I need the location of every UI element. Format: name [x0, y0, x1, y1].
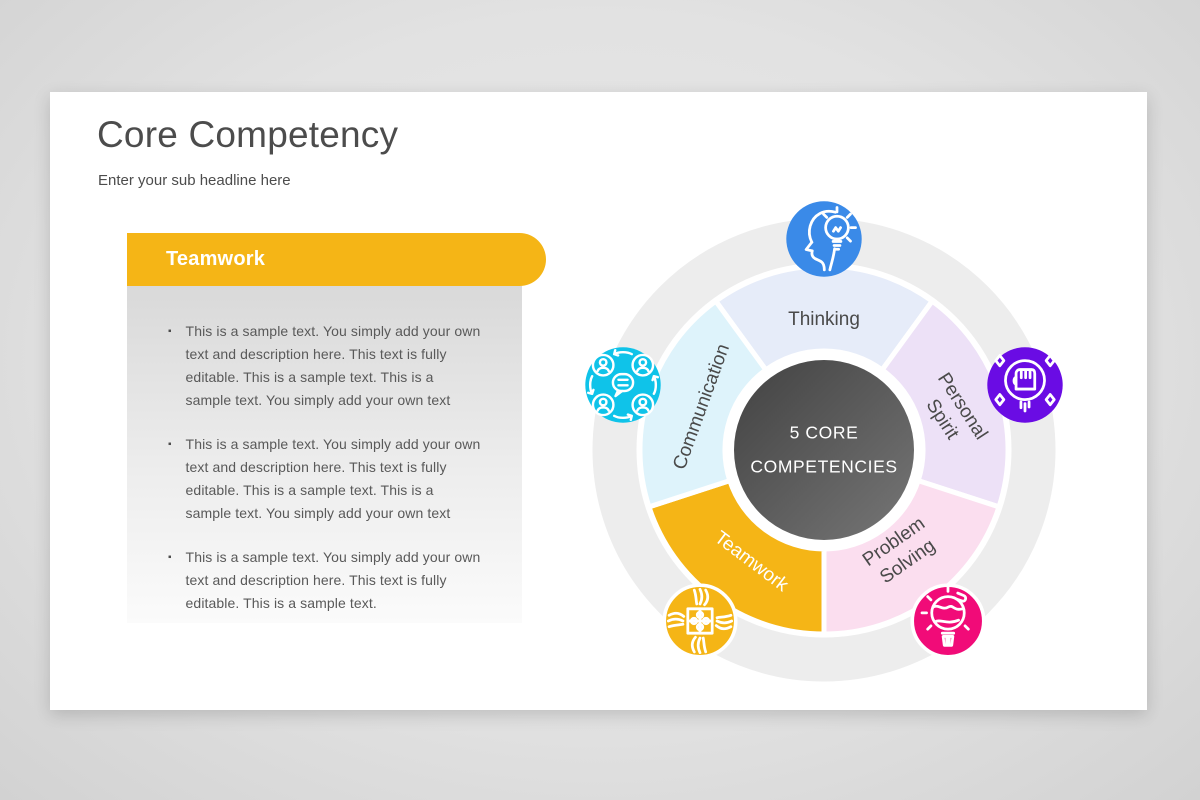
bullet-text[interactable]: This is a sample text. You simply add yo…: [185, 436, 481, 521]
center-label-line1: 5 CORE: [789, 422, 859, 443]
segment-label-thinking[interactable]: Thinking: [788, 309, 860, 331]
card-body: ▪ This is a sample text. You simply add …: [127, 286, 522, 623]
head-bulb-icon[interactable]: [785, 200, 863, 278]
puzzle-bulb-icon[interactable]: [909, 582, 987, 660]
bullet-text[interactable]: This is a sample text. You simply add yo…: [185, 549, 481, 611]
center-circle[interactable]: [729, 355, 919, 545]
segment-communication[interactable]: [637, 298, 769, 510]
page-subtitle[interactable]: Enter your sub headline here: [98, 172, 291, 189]
competency-wheel: Thinking Personal Spirit Problem Solving…: [574, 200, 1074, 700]
list-item: ▪ This is a sample text. You simply add …: [168, 320, 482, 412]
hands-puzzle-icon[interactable]: [661, 582, 739, 660]
slide: Core Competency Enter your sub headline …: [50, 92, 1147, 710]
wheel-graphic: [592, 218, 1056, 682]
bullet-icon: ▪: [168, 439, 172, 450]
bullet-text[interactable]: This is a sample text. You simply add yo…: [185, 323, 481, 408]
segment-problem-solving[interactable]: [821, 478, 1002, 637]
list-item: ▪ This is a sample text. You simply add …: [168, 433, 482, 525]
list-item: ▪ This is a sample text. You simply add …: [168, 546, 482, 615]
page-title[interactable]: Core Competency: [97, 114, 399, 155]
bullet-icon: ▪: [168, 552, 172, 563]
bullet-icon: ▪: [168, 326, 172, 337]
fist-sparkles-icon[interactable]: [986, 346, 1064, 424]
center-label-line2: COMPETENCIES: [750, 456, 898, 477]
card-header-teamwork[interactable]: Teamwork: [127, 233, 546, 286]
center-label[interactable]: 5 CORE COMPETENCIES: [724, 423, 924, 478]
segment-personal-spirit[interactable]: [879, 298, 1011, 510]
people-chat-icon[interactable]: [584, 346, 662, 424]
segment-teamwork[interactable]: [646, 478, 827, 637]
segment-thinking[interactable]: [713, 263, 935, 373]
